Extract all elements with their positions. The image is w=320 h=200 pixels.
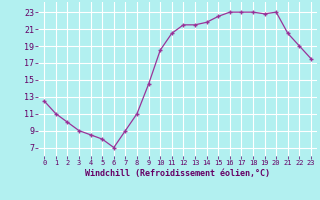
- X-axis label: Windchill (Refroidissement éolien,°C): Windchill (Refroidissement éolien,°C): [85, 169, 270, 178]
